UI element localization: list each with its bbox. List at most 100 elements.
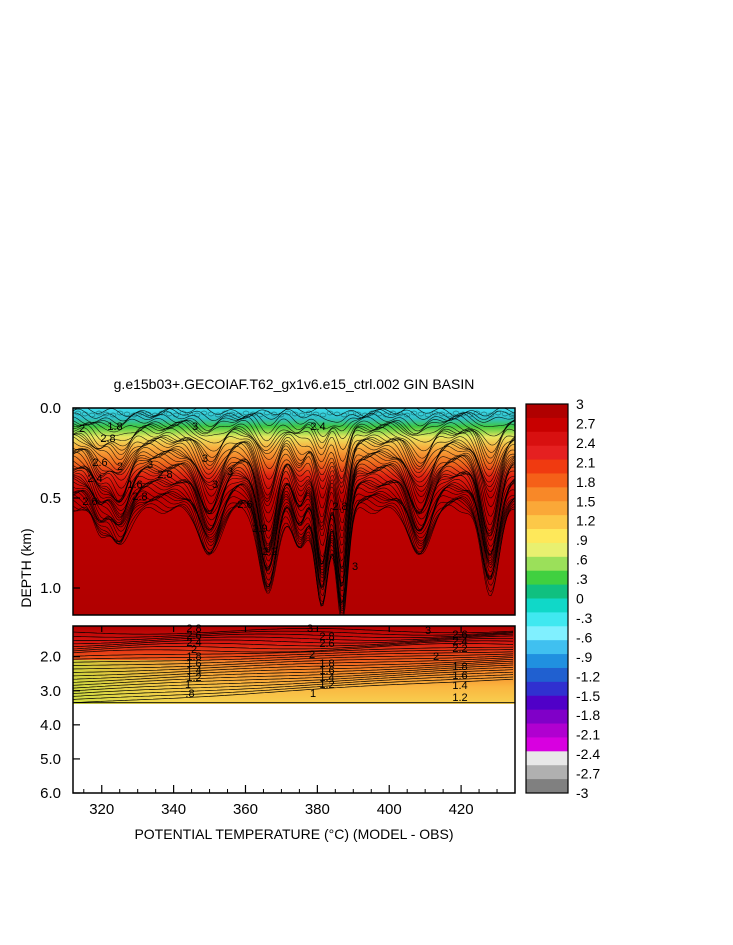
contour-loop: [340, 412, 348, 418]
colorbar-label: -2.7: [576, 766, 600, 782]
contour-line: [73, 504, 515, 615]
upper-panel-contour-labels: 22.82.62.421.81.62.6 2.832.833332.62.92.2…: [79, 421, 358, 573]
colorbar-swatch: [526, 473, 568, 488]
colorbar-swatch: [526, 723, 568, 738]
colorbar-swatch: [526, 445, 568, 461]
contour-line: [73, 646, 514, 657]
contour-loop: [368, 410, 376, 416]
contour-line: [73, 414, 515, 443]
contour-label: 2.6: [186, 630, 201, 642]
contour-label: 3: [212, 479, 218, 491]
contour-line: [73, 628, 514, 635]
contour-loop: [144, 411, 152, 417]
contour-label: 1.4: [319, 672, 334, 684]
contour-line: [73, 676, 514, 700]
colorbar-swatch: [526, 417, 568, 433]
contour-label: 1.6: [186, 658, 201, 670]
contour-loop: [501, 411, 509, 417]
y-tick-label: 6.0: [40, 785, 61, 802]
x-tick-label: 380: [305, 801, 330, 818]
contour-line: [73, 632, 514, 641]
x-tick-label: 420: [449, 801, 474, 818]
contour-loop: [417, 411, 425, 417]
x-tick-label: 400: [377, 801, 402, 818]
contour-loop: [221, 410, 229, 416]
colorbar-label: .6: [576, 552, 588, 568]
contour-label: 2: [79, 423, 85, 435]
colorbar-swatch: [526, 529, 568, 544]
contour-label: 1.6: [319, 665, 334, 677]
contour-label: 1.8: [107, 421, 122, 433]
colorbar-swatch: [526, 431, 568, 447]
y-tick-label: 1.0: [40, 580, 61, 597]
contour-label: 2.8: [332, 501, 347, 513]
contour-line: [73, 660, 514, 680]
contour-line: [73, 426, 515, 484]
upper-panel-contours: [73, 408, 515, 615]
contour-loop: [123, 411, 131, 417]
y-tick-label: 3.0: [40, 683, 61, 700]
contour-loop: [249, 411, 257, 417]
contour-line: [73, 671, 514, 694]
colorbar-swatch: [526, 654, 568, 669]
upper-panel-y-axis: 0.0 0.5 1.0: [40, 400, 80, 597]
x-tick-label: 360: [233, 801, 258, 818]
colorbar-swatch: [526, 681, 568, 697]
colorbar-label: -1.8: [576, 707, 600, 723]
contour-line: [73, 658, 514, 677]
contour-line: [73, 485, 515, 604]
contour-line: [73, 423, 515, 480]
contour-line: [73, 662, 514, 683]
contour-label: 3: [147, 459, 153, 471]
colorbar-label: -1.5: [576, 688, 600, 704]
colorbar-label: 3: [576, 396, 584, 412]
contour-loop: [200, 410, 208, 416]
contour-line: [73, 669, 514, 692]
contour-loop: [270, 411, 278, 417]
contour-line: [73, 666, 514, 689]
contour-line: [73, 482, 515, 603]
contour-line: [73, 479, 515, 598]
contour-line: [73, 640, 514, 652]
colorbar-label: -3: [576, 785, 589, 801]
contour-loop: [347, 410, 355, 416]
contour-loop: [480, 411, 488, 417]
contour-line: [73, 664, 514, 686]
colorbar-swatch: [526, 459, 568, 474]
colorbar-swatch: [526, 570, 568, 586]
contour-label: 1.4: [452, 680, 467, 692]
contour-line: [73, 633, 514, 645]
contour-label: 2.6: [319, 638, 334, 650]
contour-loop: [235, 412, 243, 418]
colorbar-swatch: [526, 515, 568, 530]
contour-line: [73, 635, 514, 648]
contour-loop: [165, 411, 173, 417]
colorbar-swatch: [526, 487, 568, 502]
contour-loop: [389, 410, 397, 416]
contour-line: [73, 678, 514, 703]
colorbar-label: 1.8: [576, 474, 596, 490]
contour-loop: [396, 411, 404, 417]
colorbar-swatch: [526, 695, 568, 711]
contour-line: [73, 490, 515, 606]
contour-label: 2.4: [452, 636, 467, 648]
contour-loop: [193, 412, 201, 418]
contour-loop: [445, 412, 453, 418]
contour-loop: [298, 412, 306, 418]
contour-line: [73, 637, 513, 650]
contour-loop: [319, 412, 327, 418]
contour-label: 3: [307, 623, 313, 635]
contour-line: [73, 657, 514, 673]
contour-loop: [109, 412, 117, 418]
contour-line: [73, 445, 515, 546]
contour-line: [73, 674, 514, 697]
lower-panel-frame: [72, 625, 516, 794]
contour-loop: [277, 412, 285, 418]
contour-label: 1.4: [186, 665, 201, 677]
contour-loop: [494, 410, 502, 416]
contour-loop: [326, 410, 334, 416]
colorbar-label: -1.2: [576, 668, 600, 684]
contour-label: .8: [185, 688, 194, 700]
contour-label: 2.6: [237, 499, 252, 511]
contour-label: 2.6: [82, 496, 97, 508]
